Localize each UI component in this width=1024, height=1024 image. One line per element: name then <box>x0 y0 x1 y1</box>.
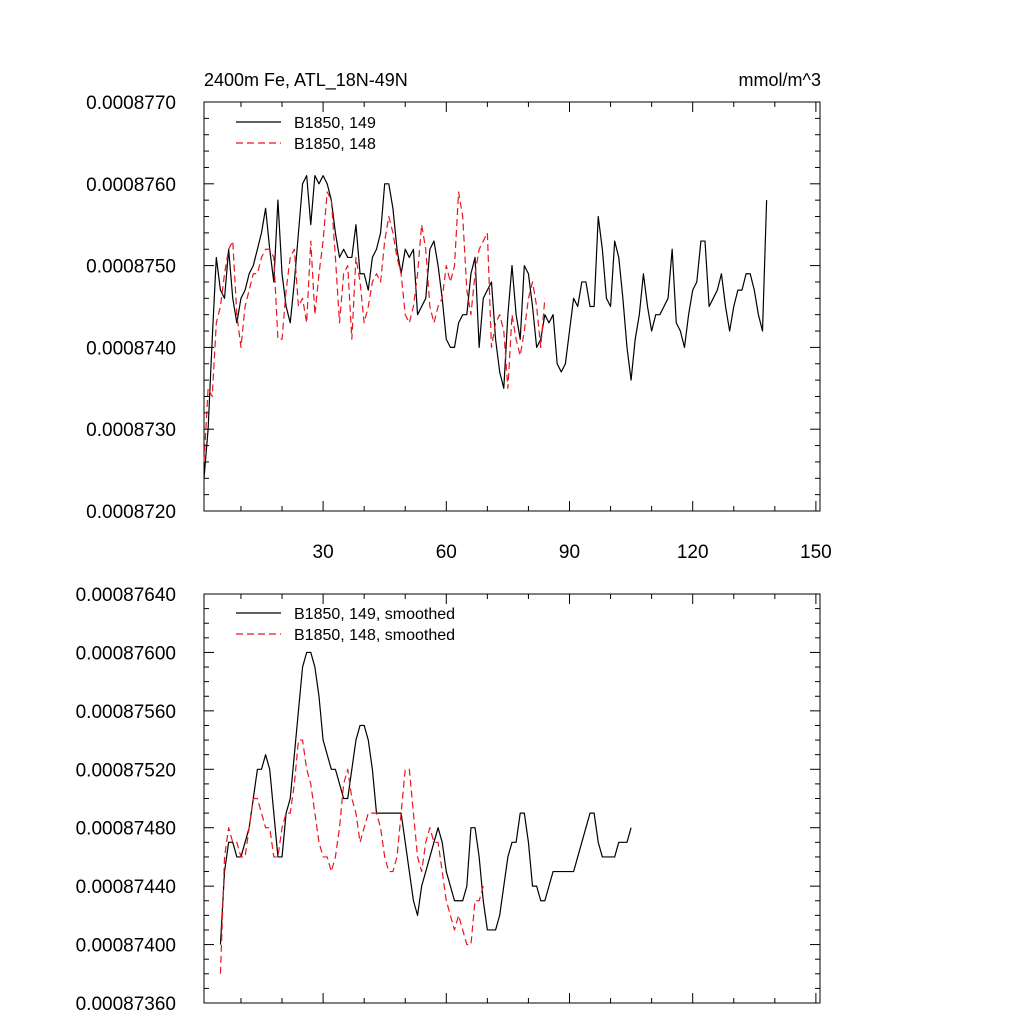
y-tick-label: 0.00087400 <box>76 936 176 957</box>
y-tick-label: 0.0008750 <box>86 257 176 278</box>
x-tick-label: 120 <box>677 542 709 563</box>
legend-label-b1850-149: B1850, 149 <box>294 115 376 132</box>
y-tick-label: 0.0008720 <box>86 502 176 523</box>
y-tick-label: 0.00087520 <box>76 760 176 781</box>
bottom-series-lines <box>219 651 632 974</box>
x-tick-label: 90 <box>559 542 580 563</box>
legend-label-b1850-148-smoothed: B1850, 148, smoothed <box>294 627 455 644</box>
top-plot-frame <box>203 101 821 512</box>
bottom-legend: B1850, 149, smoothed B1850, 148, smoothe… <box>236 606 455 644</box>
y-tick-label: 0.0008730 <box>86 420 176 441</box>
series-line-b1850-148-smoothed <box>219 739 484 974</box>
top-axes: 0.0008720 0.0008730 0.0008740 0.0008750 0.00… <box>86 93 832 563</box>
series-line-b1850-149-smoothed <box>219 651 632 945</box>
y-tick-label: 0.00087480 <box>76 819 176 840</box>
top-series-lines <box>203 175 768 479</box>
y-tick-label: 0.00087600 <box>76 643 176 664</box>
y-tick-label: 0.00087560 <box>76 702 176 723</box>
bottom-panel: 0.00087360 0.00087400 0.00087440 0.00087480… <box>76 585 821 1015</box>
top-panel: 2400m Fe, ATL_18N-49N mmol/m^3 0.0008720… <box>86 70 832 563</box>
y-tick-label: 0.00087360 <box>76 994 176 1015</box>
y-tick-label: 0.00087640 <box>76 585 176 606</box>
y-tick-label: 0.0008770 <box>86 93 176 114</box>
y-tick-label: 0.0008740 <box>86 338 176 359</box>
series-line-b1850-149 <box>203 175 768 479</box>
top-legend: B1850, 149 B1850, 148 <box>236 115 376 153</box>
x-tick-label: 30 <box>313 542 334 563</box>
series-line-b1850-148 <box>203 191 546 462</box>
legend-label-b1850-149-smoothed: B1850, 149, smoothed <box>294 606 455 623</box>
bottom-plot-frame <box>203 593 821 1004</box>
x-tick-label: 60 <box>436 542 457 563</box>
bottom-axes: 0.00087360 0.00087400 0.00087440 0.00087480… <box>76 585 820 1015</box>
y-tick-label: 0.00087440 <box>76 877 176 898</box>
y-tick-label: 0.0008760 <box>86 175 176 196</box>
x-tick-label: 150 <box>800 542 832 563</box>
top-chart-title: 2400m Fe, ATL_18N-49N <box>204 70 408 91</box>
legend-label-b1850-148: B1850, 148 <box>294 136 376 153</box>
top-chart-units: mmol/m^3 <box>739 70 821 90</box>
